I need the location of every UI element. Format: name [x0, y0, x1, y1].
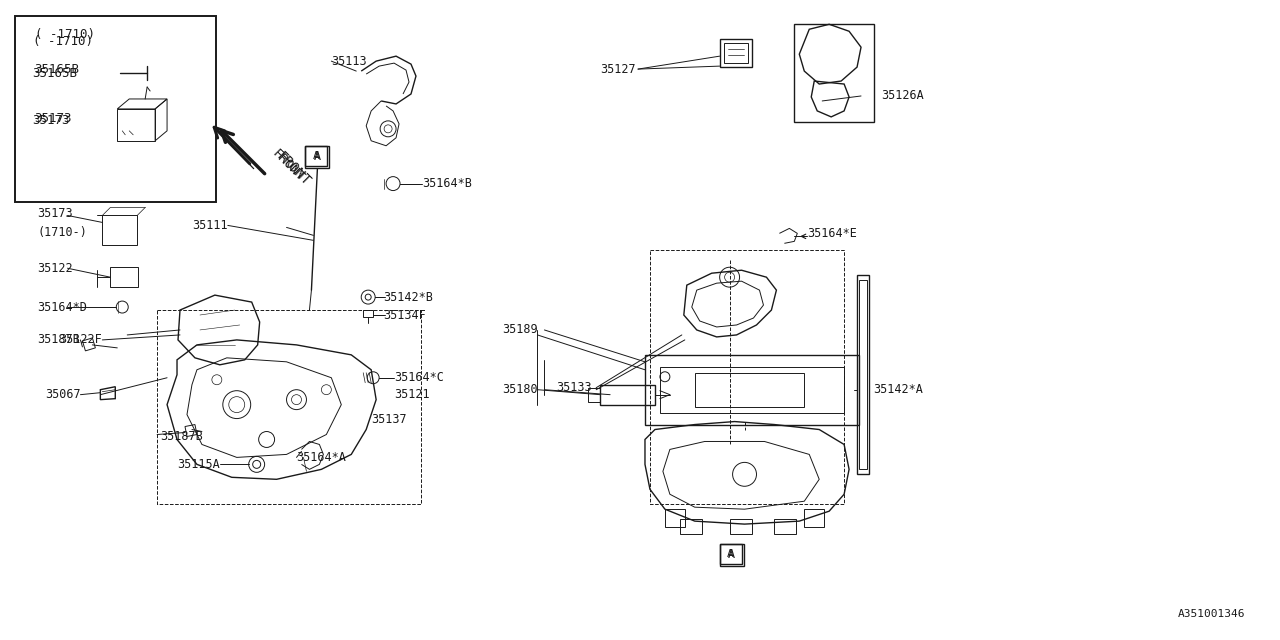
- Text: 35173: 35173: [35, 113, 72, 125]
- Text: A351001346: A351001346: [1178, 609, 1245, 619]
- Text: 35122: 35122: [37, 262, 73, 275]
- Bar: [306, 146, 329, 168]
- Bar: [15, 17, 216, 202]
- Text: 35164*C: 35164*C: [394, 371, 444, 384]
- Bar: [859, 280, 867, 469]
- Text: A: A: [728, 548, 735, 561]
- Text: (1710-): (1710-): [37, 226, 87, 239]
- Bar: [719, 544, 741, 564]
- Bar: [645, 355, 859, 424]
- Bar: [730, 519, 751, 534]
- Bar: [364, 310, 374, 317]
- Bar: [804, 509, 824, 527]
- Text: A: A: [314, 150, 321, 163]
- Bar: [157, 310, 421, 504]
- Bar: [102, 216, 137, 245]
- Bar: [795, 24, 874, 122]
- Text: 35142*A: 35142*A: [873, 383, 923, 396]
- Bar: [723, 44, 748, 63]
- Text: 35121: 35121: [394, 388, 430, 401]
- Bar: [110, 268, 138, 287]
- Text: 35164*E: 35164*E: [808, 227, 858, 240]
- Text: 35164*B: 35164*B: [422, 177, 472, 190]
- Text: 35173: 35173: [33, 115, 70, 127]
- Text: 35189: 35189: [502, 323, 538, 337]
- Text: 35164*D: 35164*D: [37, 301, 87, 314]
- Text: 35187B: 35187B: [37, 333, 81, 346]
- Text: 35126A: 35126A: [881, 90, 924, 102]
- Bar: [858, 275, 869, 474]
- Text: 35111: 35111: [192, 219, 228, 232]
- Text: 35113: 35113: [332, 54, 367, 68]
- Bar: [719, 39, 751, 67]
- Text: 35164*A: 35164*A: [297, 451, 347, 464]
- Text: 35137: 35137: [371, 413, 407, 426]
- Text: FRONT: FRONT: [270, 147, 307, 184]
- Bar: [118, 109, 155, 141]
- Text: FRONT: FRONT: [274, 149, 314, 188]
- Bar: [719, 544, 744, 566]
- Bar: [600, 385, 655, 404]
- Bar: [660, 367, 844, 413]
- Text: ( -1710): ( -1710): [35, 28, 95, 41]
- Text: 35122F: 35122F: [60, 333, 102, 346]
- Text: 35067: 35067: [45, 388, 81, 401]
- Text: 35115A: 35115A: [177, 458, 220, 471]
- Bar: [650, 250, 844, 504]
- Bar: [664, 509, 685, 527]
- Text: ( -1710): ( -1710): [33, 35, 92, 48]
- Bar: [589, 388, 600, 402]
- Text: A: A: [314, 150, 320, 161]
- Bar: [680, 519, 701, 534]
- Text: 35180: 35180: [502, 383, 538, 396]
- Text: 35165B: 35165B: [35, 63, 79, 76]
- Bar: [695, 372, 804, 406]
- Text: 35127: 35127: [600, 63, 636, 76]
- Text: 35133: 35133: [557, 381, 593, 394]
- Bar: [774, 519, 796, 534]
- Text: A: A: [727, 549, 733, 559]
- Text: 35142*B: 35142*B: [383, 291, 433, 303]
- Text: 35187B: 35187B: [160, 430, 202, 443]
- Text: 35173: 35173: [37, 207, 73, 220]
- Text: 35165B: 35165B: [33, 67, 78, 79]
- Text: 35134F: 35134F: [383, 308, 426, 321]
- Bar: [306, 146, 328, 166]
